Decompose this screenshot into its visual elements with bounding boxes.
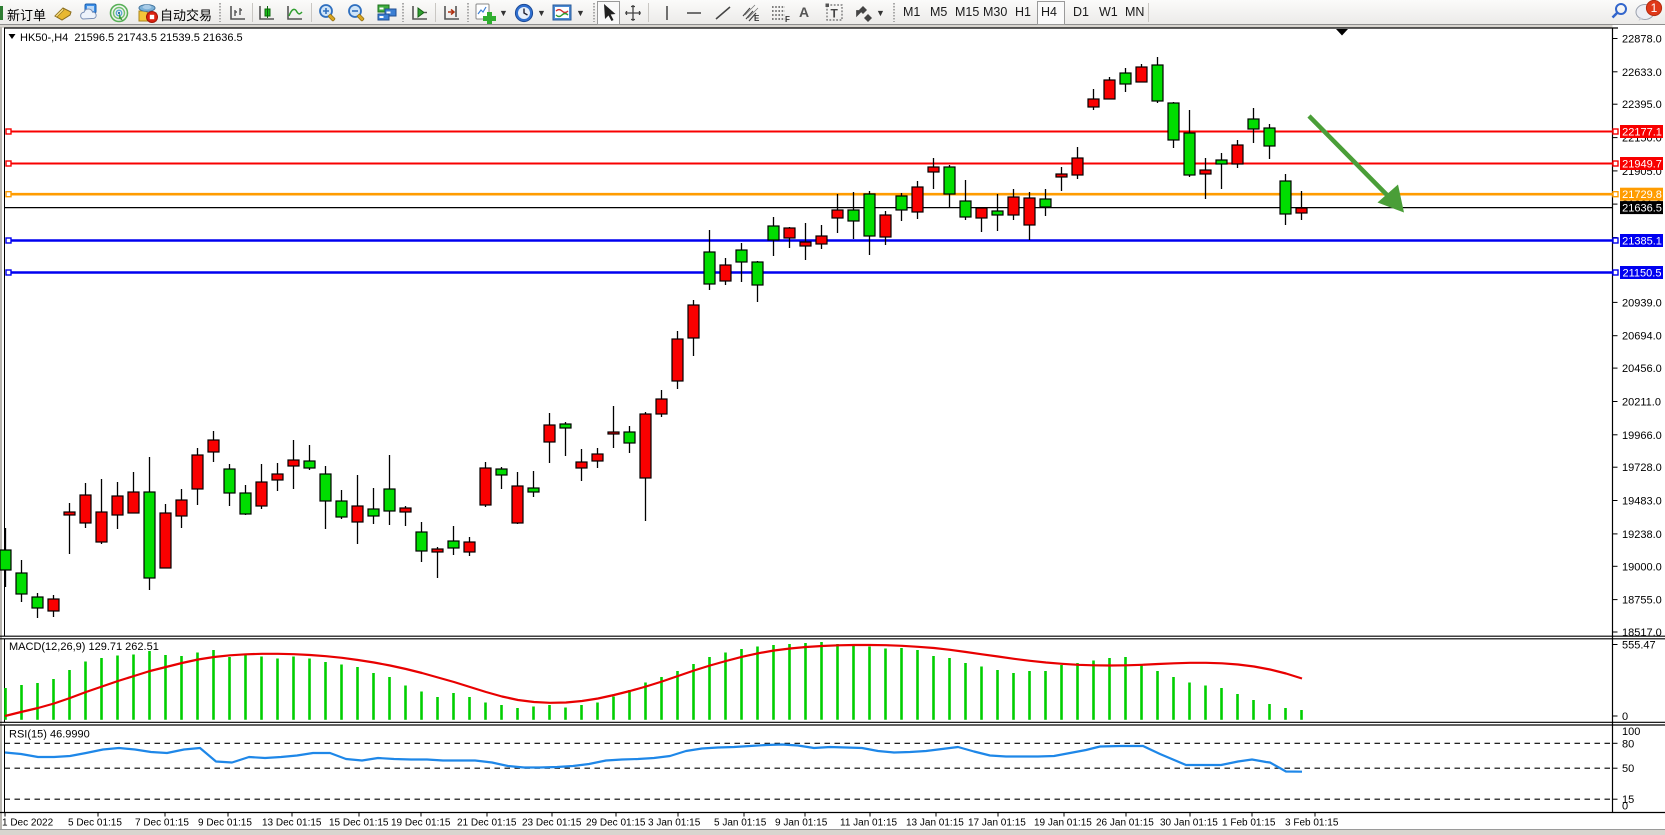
svg-text:18517.0: 18517.0: [1622, 627, 1662, 639]
svg-text:22633.0: 22633.0: [1622, 67, 1662, 79]
svg-text:20211.0: 20211.0: [1622, 397, 1661, 409]
svg-text:15 Dec 01:15: 15 Dec 01:15: [329, 818, 389, 829]
svg-text:19966.0: 19966.0: [1622, 430, 1662, 442]
svg-text:9 Jan 01:15: 9 Jan 01:15: [775, 818, 828, 829]
svg-text:E: E: [754, 14, 760, 23]
svg-text:21 Dec 01:15: 21 Dec 01:15: [457, 818, 517, 829]
svg-text:21385.1: 21385.1: [1622, 236, 1662, 248]
svg-text:0: 0: [1622, 711, 1628, 723]
svg-text:9 Dec 01:15: 9 Dec 01:15: [198, 818, 252, 829]
svg-text:29 Dec 01:15: 29 Dec 01:15: [586, 818, 646, 829]
svg-text:50: 50: [1622, 763, 1634, 775]
svg-text:19 Dec 01:15: 19 Dec 01:15: [391, 818, 451, 829]
svg-text:T: T: [831, 7, 839, 21]
svg-text:555.47: 555.47: [1622, 640, 1656, 652]
svg-text:19000.0: 19000.0: [1622, 561, 1662, 573]
svg-text:1: 1: [1651, 1, 1658, 15]
svg-text:F: F: [785, 15, 790, 23]
svg-text:13 Dec 01:15: 13 Dec 01:15: [262, 818, 322, 829]
svg-text:0: 0: [1622, 801, 1628, 813]
svg-text:HK50-,H4 21596.5 21743.5 2153: HK50-,H4 21596.5 21743.5 21539.5 21636.5: [20, 32, 243, 44]
svg-text:22395.0: 22395.0: [1622, 99, 1662, 111]
svg-text:1 Dec 2022: 1 Dec 2022: [2, 818, 54, 829]
svg-text:30 Jan 01:15: 30 Jan 01:15: [1160, 818, 1218, 829]
svg-text:3 Feb 01:15: 3 Feb 01:15: [1285, 818, 1339, 829]
svg-text:17 Jan 01:15: 17 Jan 01:15: [968, 818, 1026, 829]
svg-text:21729.8: 21729.8: [1622, 189, 1662, 201]
svg-text:23 Dec 01:15: 23 Dec 01:15: [522, 818, 582, 829]
svg-text:18755.0: 18755.0: [1622, 595, 1662, 607]
svg-text:7 Dec 01:15: 7 Dec 01:15: [135, 818, 189, 829]
svg-text:20939.0: 20939.0: [1622, 297, 1662, 309]
svg-text:15: 15: [1622, 794, 1634, 806]
svg-text:19483.0: 19483.0: [1622, 496, 1662, 508]
svg-text:5 Jan 01:15: 5 Jan 01:15: [714, 818, 767, 829]
svg-text:100: 100: [1622, 726, 1640, 738]
svg-text:3 Jan 01:15: 3 Jan 01:15: [648, 818, 701, 829]
svg-text:5 Dec 01:15: 5 Dec 01:15: [68, 818, 122, 829]
svg-text:21949.7: 21949.7: [1622, 159, 1662, 171]
svg-text:21150.5: 21150.5: [1623, 268, 1662, 280]
svg-text:19 Jan 01:15: 19 Jan 01:15: [1034, 818, 1092, 829]
svg-text:1 Feb 01:15: 1 Feb 01:15: [1222, 818, 1276, 829]
svg-text:22878.0: 22878.0: [1622, 34, 1662, 46]
svg-text:19238.0: 19238.0: [1622, 529, 1662, 541]
svg-text:21636.5: 21636.5: [1622, 203, 1662, 215]
svg-text:11 Jan 01:15: 11 Jan 01:15: [840, 818, 898, 829]
svg-text:19728.0: 19728.0: [1622, 462, 1662, 474]
svg-text:20456.0: 20456.0: [1622, 363, 1662, 375]
svg-text:22177.1: 22177.1: [1622, 127, 1662, 139]
svg-text:20694.0: 20694.0: [1622, 331, 1662, 343]
svg-text:26 Jan 01:15: 26 Jan 01:15: [1096, 818, 1154, 829]
svg-text:80: 80: [1622, 738, 1634, 750]
svg-text:RSI(15) 46.9990: RSI(15) 46.9990: [9, 729, 90, 741]
svg-text:MACD(12,26,9) 129.71 262.51: MACD(12,26,9) 129.71 262.51: [9, 641, 159, 653]
svg-text:13 Jan 01:15: 13 Jan 01:15: [906, 818, 964, 829]
